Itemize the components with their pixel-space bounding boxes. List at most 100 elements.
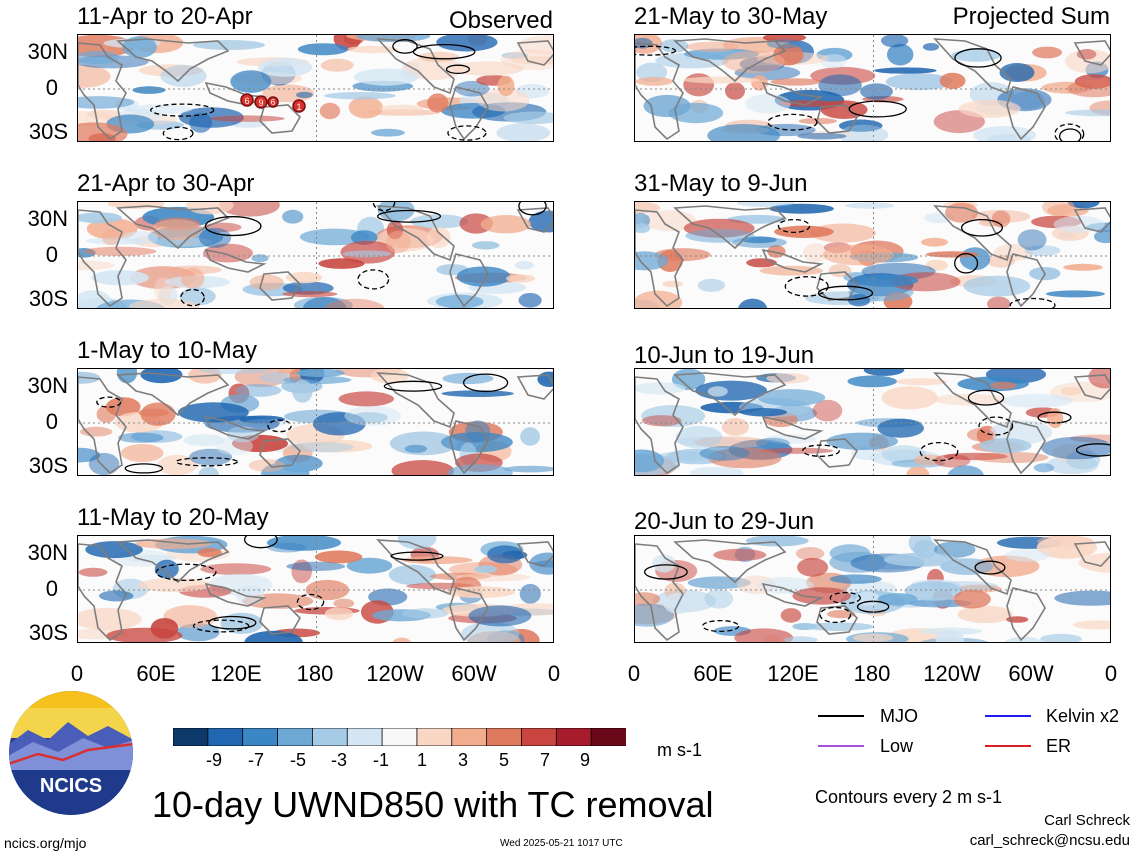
mjo-contour [376, 209, 442, 223]
anomaly-blob [353, 68, 419, 86]
map-panel-2 [77, 201, 554, 309]
tc-markers: 6 9 6 1 [77, 34, 554, 142]
coastline [204, 248, 267, 273]
lat-label: 30N [27, 540, 68, 565]
anomaly-blob [235, 384, 282, 397]
lon-label: 0 [547, 661, 561, 686]
coastline [1073, 207, 1110, 233]
coastline [78, 543, 127, 642]
anomaly-blob [305, 579, 350, 601]
anomaly-blob [883, 552, 959, 567]
anomaly-blob [220, 612, 263, 634]
anomaly-blob [397, 536, 437, 550]
mjo-contour [390, 551, 444, 561]
anomaly-blob [758, 577, 814, 594]
coastline [761, 415, 824, 440]
anomaly-blob [179, 287, 216, 306]
anomaly-blob [344, 405, 402, 426]
anomaly-field [635, 369, 1110, 475]
legend-line-mjo [818, 715, 864, 717]
anomaly-blob [904, 581, 963, 601]
anomaly-blob [436, 35, 498, 52]
coastline [1073, 40, 1110, 66]
coastline [635, 543, 684, 642]
anomaly-blob [346, 557, 393, 574]
anomaly-blob [1017, 229, 1047, 251]
anomaly-blob [1094, 230, 1110, 244]
main-title: 10-day UWND850 with TC removal [152, 784, 714, 825]
mjo-contour [960, 218, 1004, 237]
anomaly-field [78, 369, 553, 475]
anomaly-blob [874, 67, 937, 74]
anomaly-blob [124, 104, 193, 115]
colorbar-swatch [381, 727, 418, 747]
panel-title: 1-May to 10-May [77, 337, 258, 364]
anomaly-blob [818, 74, 862, 97]
anomaly-blob [1004, 636, 1043, 642]
colorbar-swatch [486, 727, 523, 747]
colorbar [172, 727, 627, 747]
coastline [673, 539, 787, 584]
coastline [376, 38, 455, 95]
lon-label: 60W [451, 661, 497, 686]
coastline [116, 539, 230, 584]
anomaly-blob [248, 459, 286, 472]
anomaly-blob [755, 437, 790, 449]
anomaly-blob [299, 228, 370, 246]
lat-label: 30N [27, 206, 68, 231]
anomaly-blob [118, 432, 164, 443]
anomaly-blob [198, 466, 219, 475]
anomaly-blob [249, 274, 284, 291]
anomaly-blob [881, 35, 909, 48]
mjo-contour [447, 125, 487, 141]
anomaly-blob [1072, 620, 1110, 630]
map-panel-8 [634, 535, 1111, 643]
colorbar-tick: -9 [205, 750, 222, 770]
coastline [376, 539, 455, 596]
anomaly-blob [474, 565, 498, 574]
anomaly-blob [683, 76, 760, 84]
mjo-contour [1058, 128, 1082, 141]
panel-title: 21-May to 30-May [634, 3, 828, 30]
tc-marker: 6 [240, 93, 254, 107]
anomaly-blob [959, 247, 991, 271]
anomaly-blob [193, 40, 265, 50]
mjo-contour [967, 389, 1005, 406]
anomaly-blob [783, 636, 818, 642]
anomaly-blob [847, 294, 871, 307]
panel-title: 20-Jun to 29-Jun [634, 508, 815, 535]
coastline [78, 209, 127, 308]
colorbar-tick: 9 [579, 750, 590, 770]
coastline [673, 205, 787, 250]
anomaly-blob [802, 243, 828, 263]
mjo-contour [919, 441, 959, 462]
mjo-contour [802, 444, 840, 457]
panel-title: 11-May to 20-May [77, 504, 269, 531]
mjo-contour [462, 373, 509, 393]
anomaly-blob [1045, 290, 1105, 298]
anomaly-blob [1004, 549, 1051, 562]
anomaly-blob [199, 227, 232, 248]
anomaly-field [78, 202, 553, 308]
anomaly-blob [769, 203, 834, 214]
coastline [116, 205, 230, 250]
anomaly-blob [389, 431, 458, 456]
anomaly-blob [537, 371, 553, 387]
anomaly-blob [519, 583, 541, 604]
mjo-contour [1009, 297, 1056, 308]
anomaly-blob [745, 536, 809, 547]
anomaly-blob [1067, 202, 1100, 209]
anomaly-blob [215, 436, 254, 456]
anomaly-field [635, 536, 1110, 642]
anomaly-blob [774, 225, 834, 238]
anomaly-blob [181, 267, 205, 289]
anomaly-blob [721, 418, 749, 436]
mjo-contour [1075, 443, 1110, 457]
anomaly-blob [230, 70, 272, 93]
lat-label: 0 [45, 576, 58, 601]
anomaly-blob [261, 462, 310, 475]
mjo-contour [974, 560, 1006, 575]
anomaly-blob [822, 244, 894, 266]
anomaly-blob [939, 72, 966, 89]
lon-label: 120W [923, 661, 981, 686]
